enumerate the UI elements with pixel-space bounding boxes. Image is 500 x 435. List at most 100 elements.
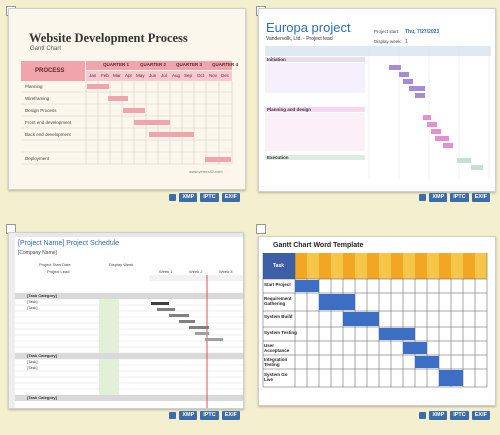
section-label: Planning and design <box>267 107 312 112</box>
thumbnail-gantt-word-template[interactable]: Gantt Chart Word Template <box>258 236 496 406</box>
project-schedule-sheet <box>9 233 243 408</box>
lead-label: Project Lead <box>47 269 70 274</box>
xmp-badge[interactable]: XMP <box>179 411 198 420</box>
template-title: Gantt Chart Word Template <box>273 242 364 249</box>
gantt-bar <box>423 115 431 120</box>
task-label: [Task] <box>27 299 38 304</box>
gantt-bar <box>149 132 194 137</box>
europa-gantt <box>265 46 491 179</box>
exif-badge[interactable]: EXIF <box>221 193 240 202</box>
gantt-bar <box>123 108 145 113</box>
week-label: Display week: <box>374 39 402 44</box>
task-label: [Task] <box>27 359 38 364</box>
gantt-bar <box>189 326 209 329</box>
task-label: System Testing <box>264 330 297 335</box>
month-label: Jun <box>149 73 157 78</box>
gantt-bar <box>409 86 425 91</box>
word-gantt <box>262 253 488 388</box>
image-icon[interactable] <box>419 194 427 201</box>
gantt-bar <box>427 122 437 127</box>
quarter-label: QUARTER 3 <box>176 62 203 67</box>
month-label: Feb <box>101 73 109 78</box>
gantt-bar <box>319 294 355 310</box>
iptc-badge[interactable]: IPTC <box>200 411 219 420</box>
metadata-badges: XMP IPTC EXIF <box>169 411 240 420</box>
section-label: Execution <box>267 155 289 160</box>
thumbnail-project-schedule[interactable]: [Project Name] Project Schedule [Company… <box>8 232 244 409</box>
month-label: Sep <box>184 73 193 78</box>
process-row-label: Planning <box>25 84 43 89</box>
exif-badge[interactable]: EXIF <box>221 411 240 420</box>
month-label: Mar <box>113 73 121 78</box>
gantt-bar <box>431 129 441 134</box>
process-row-label: Front end development <box>25 120 72 125</box>
gantt-subtitle: Gantt Chart <box>30 46 62 52</box>
process-row-label: Design Process <box>25 108 57 113</box>
month-label: Aug <box>172 73 181 78</box>
gantt-bar <box>343 312 379 326</box>
task-label: System Go Live <box>264 372 288 382</box>
gantt-bar <box>108 96 128 101</box>
gantt-bar <box>179 320 195 323</box>
image-icon[interactable] <box>419 412 427 419</box>
iptc-badge[interactable]: IPTC <box>450 411 469 420</box>
gantt-bar <box>443 143 453 148</box>
gantt-bar <box>403 342 427 354</box>
select-checkbox[interactable] <box>256 224 266 234</box>
gantt-bar <box>134 120 170 125</box>
footer-url: www.vertex42.com <box>189 169 223 174</box>
thumbnail-website-development-gantt[interactable]: Website Development Process Gantt Chart <box>8 8 246 190</box>
week-value: 1 <box>405 39 408 45</box>
metadata-badges: XMP IPTC EXIF <box>169 193 240 202</box>
month-label: Jan <box>89 73 97 78</box>
quarter-label: QUARTER 1 <box>103 62 130 67</box>
task-label: Requirement Gathering <box>264 296 292 306</box>
task-category: [Task Category] <box>27 395 57 400</box>
display-week-label: Display Week <box>109 262 134 267</box>
gantt-bar <box>435 136 449 141</box>
gantt-bar <box>399 72 409 77</box>
process-header: PROCESS <box>35 68 65 74</box>
thumbnail-cell-1[interactable]: Website Development Process Gantt Chart <box>0 0 250 217</box>
exif-badge[interactable]: EXIF <box>471 411 490 420</box>
gantt-bar <box>169 314 189 317</box>
thumbnail-cell-2[interactable]: Europa project Vandervolk, Ltd. - Projec… <box>250 0 500 217</box>
image-icon[interactable] <box>169 194 177 201</box>
gantt-bar <box>457 158 471 163</box>
thumbnail-europa-project[interactable]: Europa project Vandervolk, Ltd. - Projec… <box>258 8 496 192</box>
start-value: Thu, 7/27/2023 <box>405 29 440 35</box>
exif-badge[interactable]: EXIF <box>471 193 490 202</box>
thumbnail-cell-4[interactable]: Gantt Chart Word Template <box>250 218 500 435</box>
month-label: Jul <box>161 73 167 78</box>
gantt-bar <box>415 356 439 368</box>
month-label: Nov <box>209 73 218 78</box>
gantt-bar <box>415 93 425 98</box>
xmp-badge[interactable]: XMP <box>179 193 198 202</box>
gantt-bar <box>151 302 169 305</box>
gantt-bar <box>379 328 415 340</box>
xmp-badge[interactable]: XMP <box>429 411 448 420</box>
iptc-badge[interactable]: IPTC <box>450 193 469 202</box>
metadata-badges: XMP IPTC EXIF <box>419 411 490 420</box>
month-label: Apr <box>125 73 133 78</box>
task-label: [Task] <box>27 305 38 310</box>
gantt-grid <box>21 61 233 165</box>
company-name: [Company Name] <box>18 250 57 256</box>
week-label: Week 3 <box>219 269 233 274</box>
image-icon[interactable] <box>169 412 177 419</box>
week-label: Week 2 <box>189 269 203 274</box>
gantt-title: Website Development Process <box>29 31 188 45</box>
gantt-bar <box>439 370 463 386</box>
gantt-bar <box>205 338 223 341</box>
project-title: Europa project <box>266 20 351 35</box>
thumbnail-cell-3[interactable]: [Project Name] Project Schedule [Company… <box>0 218 250 435</box>
month-label: May <box>136 73 145 78</box>
month-label: Oct <box>197 73 205 78</box>
iptc-badge[interactable]: IPTC <box>200 193 219 202</box>
schedule-title: [Project Name] Project Schedule <box>18 240 120 247</box>
xmp-badge[interactable]: XMP <box>429 193 448 202</box>
metadata-badges: XMP IPTC EXIF <box>419 193 490 202</box>
task-header: Task <box>273 263 285 269</box>
quarter-label: QUARTER 4 <box>212 62 239 67</box>
gantt-bar <box>389 65 401 70</box>
